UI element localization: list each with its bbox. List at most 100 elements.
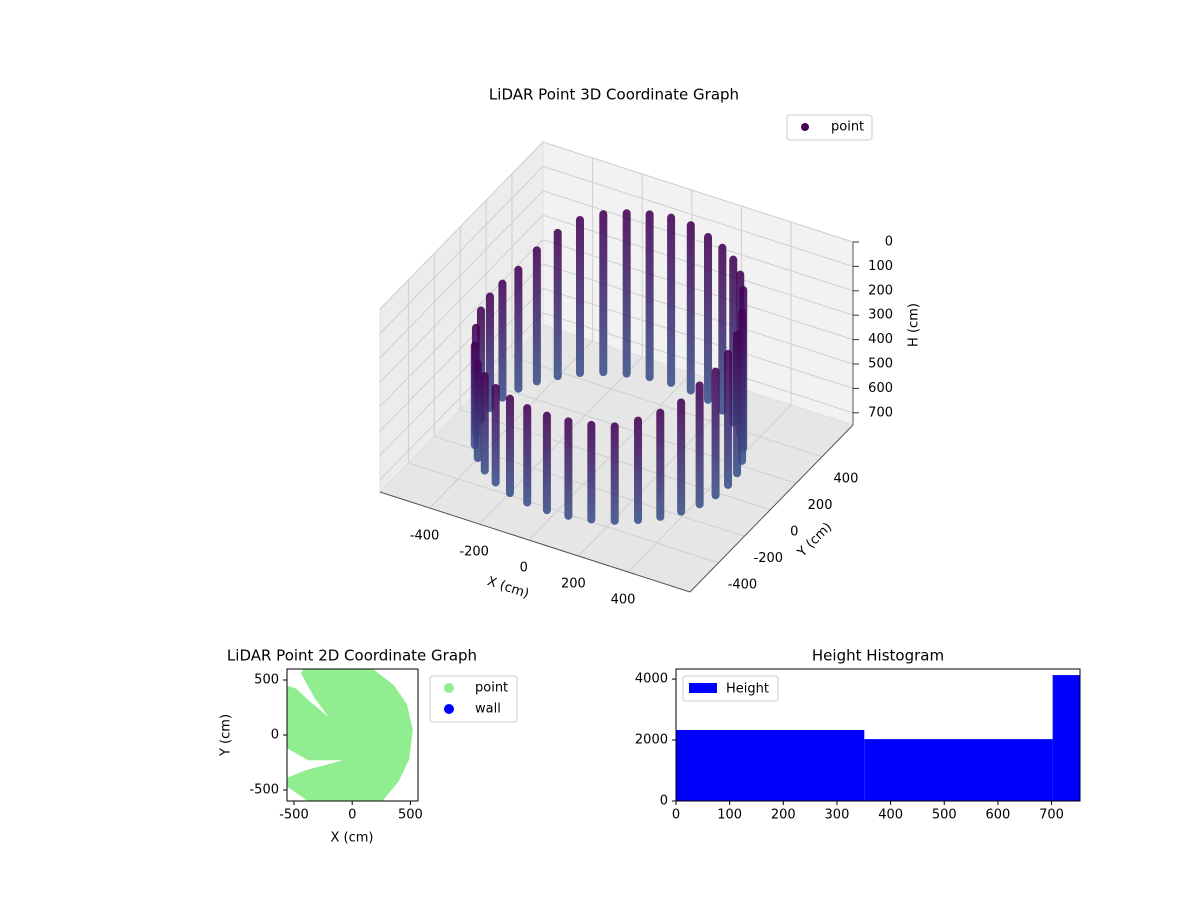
grid-line <box>379 166 544 334</box>
x-tick-label: -400 <box>410 529 440 544</box>
point-column <box>695 381 704 509</box>
y-tick-label: -500 <box>249 783 279 798</box>
point-column <box>587 420 596 524</box>
point-column <box>523 404 532 507</box>
point-column <box>711 367 720 500</box>
grid-line <box>379 190 544 359</box>
grid-line <box>511 356 823 458</box>
y-tick-label: 200 <box>808 498 833 513</box>
grid-line <box>542 287 854 389</box>
point-column <box>542 411 551 515</box>
point-column <box>686 221 695 395</box>
legend-swatch <box>689 683 717 693</box>
point-column <box>656 408 665 521</box>
z-tick-label: 500 <box>868 357 893 372</box>
point-column <box>480 372 489 475</box>
x-tick-label: 0 <box>348 808 356 823</box>
axes-frame <box>675 668 1081 802</box>
legend-marker <box>444 704 454 714</box>
grid-line <box>542 214 854 316</box>
x-axis-label: X (cm) <box>485 574 531 602</box>
x-tick-label: 400 <box>611 593 636 608</box>
point-column <box>498 279 507 402</box>
legend-label: Height <box>726 682 769 697</box>
legend-box <box>786 114 873 141</box>
x-tick-label: 400 <box>878 808 903 823</box>
z-tick-label: 400 <box>868 332 893 347</box>
y-tick-label: -200 <box>754 551 784 566</box>
axis-line <box>689 424 854 593</box>
z-tick-label: 200 <box>868 283 893 298</box>
x-axis-label: X (cm) <box>331 831 374 846</box>
point-column <box>634 416 643 524</box>
chart-title: LiDAR Point 3D Coordinate Graph <box>489 86 739 104</box>
bar <box>676 729 865 801</box>
point-column <box>677 398 686 516</box>
point-column <box>514 265 523 393</box>
grid-line <box>542 263 854 365</box>
axis-line <box>379 491 691 593</box>
grid-line <box>478 356 643 525</box>
x-tick-label: 200 <box>771 808 796 823</box>
x-tick-label: 700 <box>1039 808 1064 823</box>
point-column <box>491 383 500 487</box>
point-column <box>575 215 584 378</box>
grid-line <box>528 372 693 541</box>
point-column <box>622 209 631 378</box>
y-tick-label: 400 <box>834 471 859 486</box>
point-column <box>564 417 573 520</box>
bar <box>864 739 1053 801</box>
legend-box <box>429 675 518 723</box>
legend-marker <box>801 123 809 131</box>
x-tick-label: -200 <box>459 545 489 560</box>
x-tick-label: 200 <box>561 577 586 592</box>
y-axis-label: Y (cm) <box>794 520 835 561</box>
z-tick-label: 100 <box>868 259 893 274</box>
y-tick-label: 4000 <box>635 672 668 687</box>
point-column <box>473 359 482 463</box>
point-column <box>733 330 742 478</box>
x-tick-label: 0 <box>672 808 680 823</box>
grid-line <box>627 404 792 573</box>
x-tick-label: 500 <box>932 808 957 823</box>
point-column <box>553 228 562 381</box>
point-column <box>704 233 713 404</box>
grid-line <box>542 312 854 414</box>
y-tick-label: 2000 <box>635 733 668 748</box>
y-tick-label: 0 <box>271 728 279 743</box>
x-tick-label: 0 <box>520 561 528 576</box>
x-tick-label: 300 <box>825 808 850 823</box>
y-tick-label: -400 <box>728 577 758 592</box>
plot-area <box>287 669 413 801</box>
x-tick-label: 500 <box>398 808 423 823</box>
grid-line <box>542 239 854 341</box>
point-column <box>667 213 676 387</box>
grid-line <box>408 462 719 564</box>
bar <box>1052 675 1080 801</box>
point-column <box>610 422 619 525</box>
point-column <box>724 349 733 489</box>
y-tick-label: 0 <box>790 524 798 539</box>
legend-label: point <box>831 120 864 135</box>
grid-line <box>542 141 854 243</box>
x-tick-label: 600 <box>985 808 1010 823</box>
point-column <box>505 394 514 498</box>
x-tick-label: 100 <box>717 808 742 823</box>
z-tick-label: 0 <box>885 235 893 250</box>
grid-line <box>542 190 854 292</box>
point-region <box>287 669 413 801</box>
x-tick-label: -500 <box>279 808 309 823</box>
grid-line <box>542 165 854 267</box>
z-tick-label: 600 <box>868 381 893 396</box>
y-tick-label: 500 <box>254 673 279 688</box>
y-axis-label: Y (cm) <box>219 714 234 757</box>
chart-title: Height Histogram <box>812 647 944 665</box>
z-tick-label: 300 <box>868 308 893 323</box>
legend-label: point <box>475 681 508 696</box>
legend-label: wall <box>475 702 501 717</box>
grid-line <box>379 214 544 383</box>
legend-box <box>682 675 779 702</box>
chart-title: LiDAR Point 2D Coordinate Graph <box>227 647 477 665</box>
z-axis-label: H (cm) <box>907 303 922 347</box>
